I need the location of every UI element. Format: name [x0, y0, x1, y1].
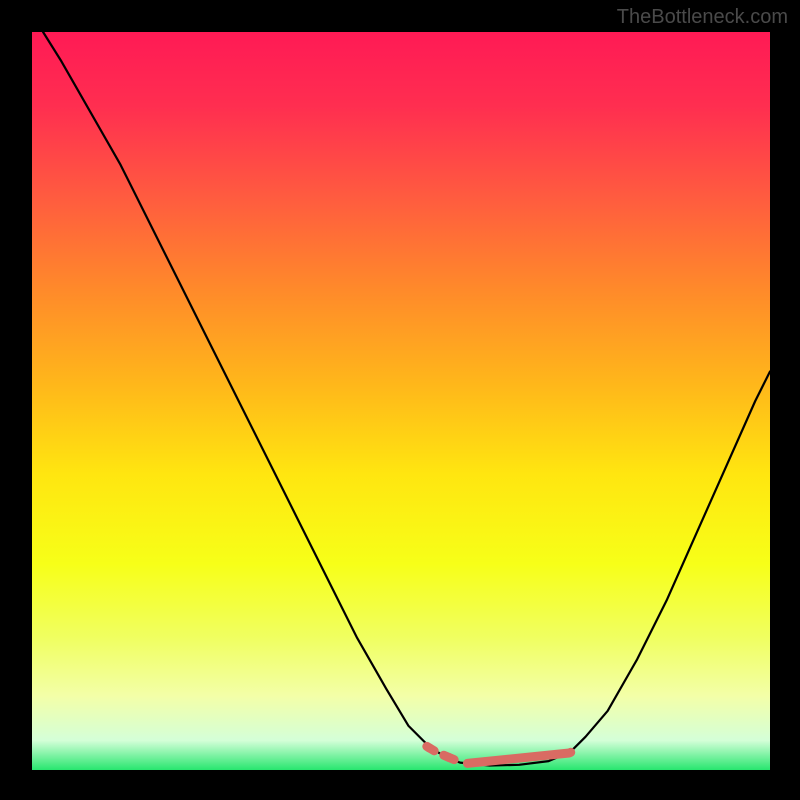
- watermark-text: TheBottleneck.com: [617, 6, 788, 29]
- chart-svg: [0, 0, 800, 800]
- gradient-background: [32, 32, 770, 770]
- chart-container: TheBottleneck.com: [0, 0, 800, 800]
